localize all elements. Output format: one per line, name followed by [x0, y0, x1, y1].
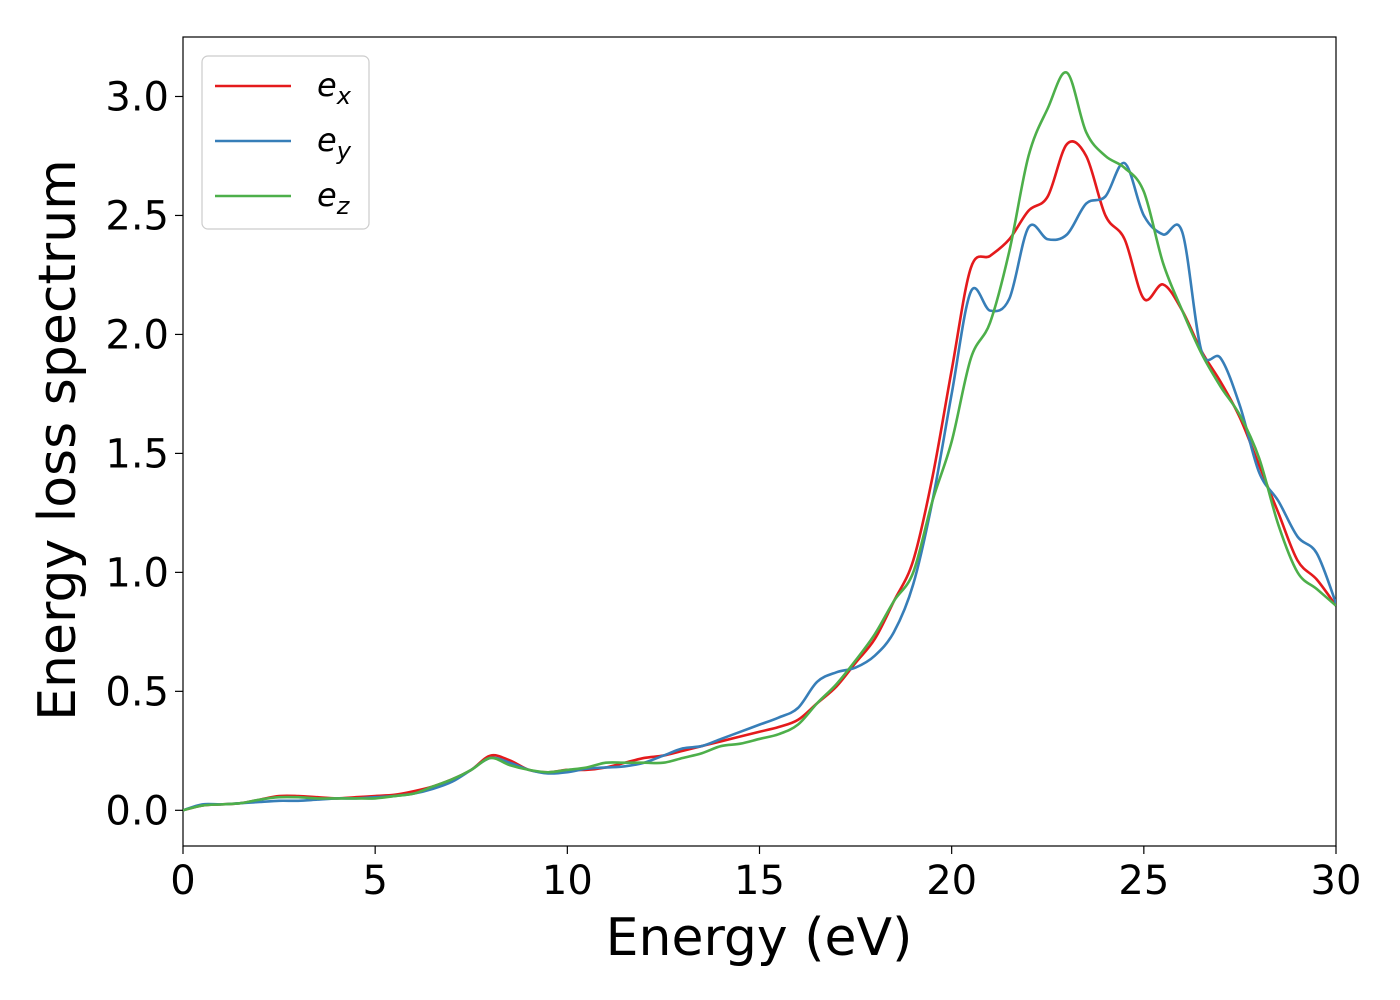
y-tick-label: 1.0: [105, 550, 169, 596]
y-tick-label: 0.0: [105, 788, 169, 834]
y-tick-label: 2.0: [105, 312, 169, 358]
legend: ex ey ez: [201, 55, 370, 230]
x-tick-label: 0: [170, 858, 195, 904]
x-tick-label: 20: [926, 858, 977, 904]
x-tick-label: 25: [1118, 858, 1169, 904]
x-tick-label: 15: [734, 858, 785, 904]
y-axis-ticks: 0.0 0.5 1.0 1.5 2.0 2.5 3.0: [105, 74, 183, 834]
legend-label: ey: [317, 121, 352, 165]
x-axis-label: Energy (eV): [606, 908, 913, 968]
y-axis-label: Energy loss spectrum: [28, 159, 88, 721]
legend-label: ez: [317, 176, 351, 220]
x-tick-label: 30: [1311, 858, 1362, 904]
y-tick-label: 2.5: [105, 193, 169, 239]
y-tick-label: 3.0: [105, 74, 169, 120]
series-layer: [183, 71, 1336, 812]
legend-frame: [201, 55, 370, 230]
y-tick-label: 0.5: [105, 669, 169, 715]
series-line-ex: [183, 140, 1336, 812]
series-line-ez: [183, 71, 1336, 812]
legend-label: ex: [317, 66, 352, 110]
x-tick-label: 5: [362, 858, 387, 904]
y-tick-label: 1.5: [105, 431, 169, 477]
x-axis-ticks: 0 5 10 15 20 25 30: [170, 846, 1361, 904]
x-tick-label: 10: [542, 858, 593, 904]
